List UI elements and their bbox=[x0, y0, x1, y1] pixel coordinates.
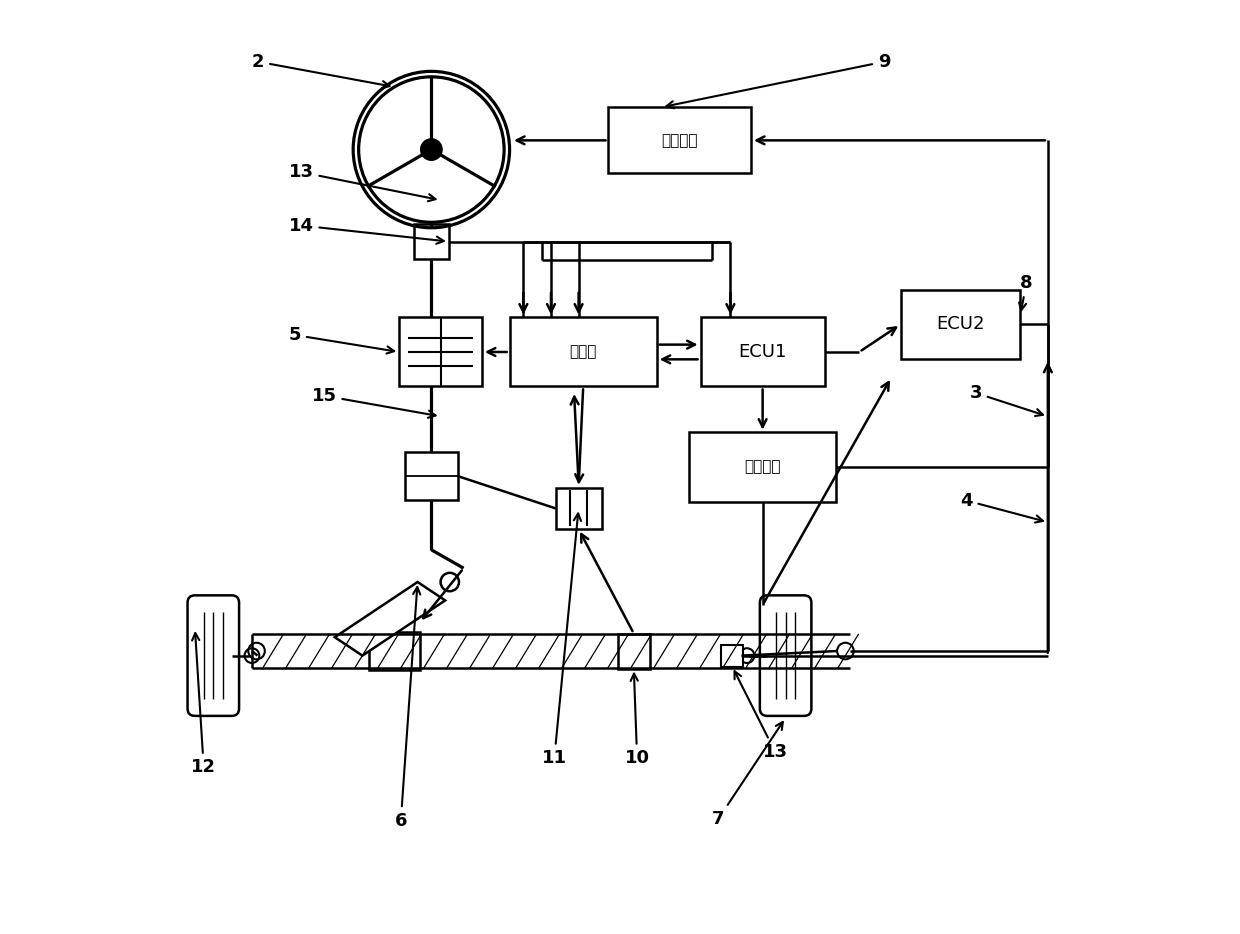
Text: 13: 13 bbox=[734, 672, 787, 761]
Text: 12: 12 bbox=[191, 633, 216, 776]
Bar bbox=[399, 318, 482, 387]
Text: 15: 15 bbox=[311, 387, 435, 417]
Text: 9: 9 bbox=[666, 52, 890, 108]
Bar bbox=[618, 633, 650, 669]
Text: 反馈电机: 反馈电机 bbox=[662, 133, 698, 148]
Bar bbox=[414, 224, 449, 259]
Text: 驱动电机: 驱动电机 bbox=[744, 460, 781, 474]
Bar bbox=[609, 107, 751, 174]
Text: 6: 6 bbox=[394, 587, 420, 829]
Text: 7: 7 bbox=[712, 722, 782, 828]
Polygon shape bbox=[335, 582, 445, 656]
Text: 14: 14 bbox=[289, 217, 444, 244]
Bar bbox=[370, 631, 420, 671]
Bar bbox=[701, 318, 825, 387]
Bar bbox=[556, 488, 601, 529]
Text: ECU1: ECU1 bbox=[739, 343, 787, 361]
Text: 10: 10 bbox=[625, 673, 650, 767]
Text: 11: 11 bbox=[542, 514, 582, 767]
Bar bbox=[510, 318, 657, 387]
Bar bbox=[900, 290, 1021, 359]
Text: ECU2: ECU2 bbox=[936, 316, 985, 333]
Text: 8: 8 bbox=[1019, 274, 1033, 310]
Text: 控制器: 控制器 bbox=[569, 345, 596, 360]
Circle shape bbox=[422, 139, 441, 160]
Text: 4: 4 bbox=[961, 491, 1043, 522]
FancyBboxPatch shape bbox=[187, 595, 239, 715]
Text: 2: 2 bbox=[252, 52, 389, 89]
Bar bbox=[689, 432, 836, 502]
FancyBboxPatch shape bbox=[760, 595, 811, 715]
Bar bbox=[404, 452, 458, 500]
Bar bbox=[722, 644, 743, 667]
Text: 5: 5 bbox=[289, 326, 394, 354]
Text: 3: 3 bbox=[970, 384, 1043, 416]
Text: 13: 13 bbox=[289, 163, 435, 202]
